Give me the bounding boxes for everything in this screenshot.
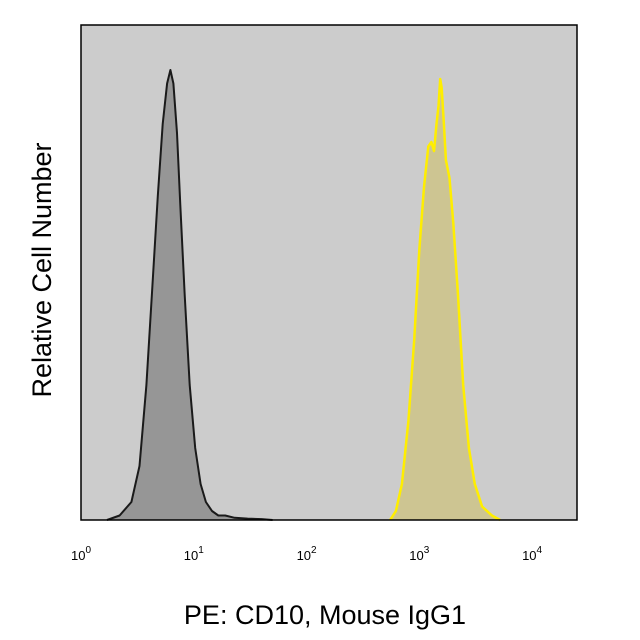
plot-frame [80, 24, 578, 521]
x-tick-label-4: 104 [522, 545, 542, 563]
x-tick-label-1: 101 [184, 545, 204, 563]
histogram-line-1 [106, 69, 273, 521]
x-axis-label: PE: CD10, Mouse IgG1 [184, 600, 466, 630]
x-tick-label-0: 100 [71, 545, 91, 563]
x-tick-label-2: 102 [297, 545, 317, 563]
y-axis-label: Relative Cell Number [27, 142, 57, 397]
histogram-area-1 [107, 70, 273, 520]
histogram-line-2 [389, 77, 501, 522]
x-tick-label-3: 103 [409, 545, 429, 563]
histogram-area-2 [390, 79, 501, 520]
